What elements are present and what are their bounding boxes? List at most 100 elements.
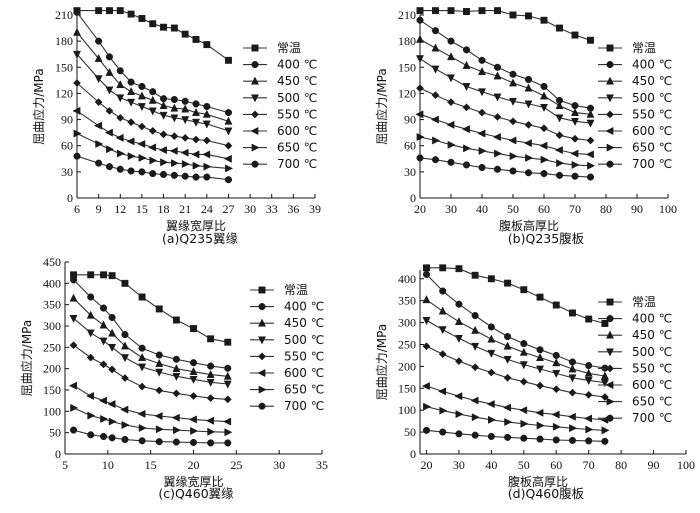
legend-label: 650 ℃ (277, 141, 317, 155)
legend-label: 700 ℃ (284, 399, 324, 413)
data-point (463, 144, 472, 153)
data-point (155, 305, 163, 313)
data-point (555, 131, 564, 140)
data-point (159, 100, 168, 109)
data-point (181, 104, 190, 113)
data-point (137, 409, 146, 418)
series-line (73, 274, 228, 343)
data-point (447, 37, 455, 45)
data-point (207, 362, 215, 370)
series-1 (73, 7, 232, 64)
y-tick-label: 100 (43, 404, 61, 418)
data-point (519, 361, 528, 370)
data-point (138, 437, 146, 445)
data-point (138, 153, 147, 162)
data-point (462, 60, 471, 69)
data-point (520, 340, 528, 348)
legend-entry: 常温 (250, 283, 308, 297)
data-point (203, 102, 211, 111)
data-point (69, 293, 78, 302)
data-point (95, 7, 103, 15)
legend-entry: 550 ℃ (598, 361, 672, 375)
series-1 (416, 7, 594, 44)
data-point (138, 15, 146, 22)
data-point (137, 122, 146, 131)
data-point (508, 136, 517, 145)
data-point (523, 139, 532, 148)
data-point (601, 426, 610, 435)
y-tick-label: 0 (55, 447, 61, 461)
series-8 (73, 152, 233, 184)
series-line (419, 157, 591, 178)
data-point (98, 396, 107, 405)
series-6 (415, 110, 594, 159)
series-6 (72, 106, 232, 163)
data-point (536, 435, 544, 443)
x-tick-label: 20 (414, 202, 426, 216)
data-point (447, 140, 456, 149)
y-tick-label: 400 (43, 276, 61, 290)
legend-marker (605, 94, 615, 103)
data-point (416, 154, 424, 162)
data-point (86, 310, 95, 319)
legend-marker (251, 44, 259, 52)
data-point (99, 360, 108, 369)
data-point (540, 124, 548, 133)
data-point (154, 412, 163, 421)
data-point (471, 431, 479, 439)
data-point (224, 338, 232, 346)
data-point (207, 427, 216, 436)
data-point (536, 293, 544, 301)
data-point (552, 351, 560, 359)
data-point (116, 113, 125, 122)
y-tick-label: 60 (61, 139, 73, 153)
legend-label: 550 ℃ (632, 107, 672, 121)
series-line (426, 274, 605, 369)
data-point (72, 50, 82, 59)
data-point (203, 162, 212, 171)
data-point (189, 359, 198, 367)
data-point (127, 10, 135, 18)
data-point (585, 437, 593, 445)
data-point (68, 381, 77, 390)
data-point (587, 161, 596, 170)
data-point (601, 437, 609, 445)
data-point (487, 368, 496, 377)
y-tick-label: 100 (398, 403, 416, 417)
data-point (93, 121, 102, 130)
chart-panel-3: 5 10 15 20 25 30 35050100150200250300350400450… (19, 255, 328, 501)
data-point (104, 128, 113, 137)
data-point (519, 377, 528, 386)
series-4 (422, 317, 609, 388)
x-tick-label: 50 (518, 458, 530, 472)
legend-entry: 600 ℃ (243, 124, 317, 138)
data-point (455, 265, 463, 273)
panel-caption: (b)Q235腹板 (508, 231, 585, 246)
series-line (419, 58, 591, 124)
data-point (224, 176, 233, 184)
y-tick-label: 150 (55, 60, 73, 74)
data-point (536, 381, 544, 390)
data-point (170, 24, 178, 32)
y-axis-label: 屈曲应力/MPa (374, 68, 389, 144)
data-point (509, 70, 517, 78)
legend-entry: 600 ℃ (598, 124, 672, 138)
y-tick-label: 30 (61, 165, 73, 179)
x-tick-label: 50 (507, 202, 519, 216)
data-point (116, 67, 124, 75)
legend-entry: 500 ℃ (598, 91, 672, 105)
y-tick-label: 350 (398, 294, 416, 308)
data-point (432, 7, 439, 15)
data-point (73, 8, 81, 16)
data-point (536, 421, 545, 430)
x-tick-label: 30 (445, 202, 457, 216)
data-point (571, 134, 579, 143)
data-point (519, 406, 528, 415)
series-4 (72, 50, 233, 136)
data-point (105, 86, 114, 95)
data-point (172, 316, 180, 324)
series-8 (416, 154, 595, 181)
data-point (447, 7, 455, 15)
x-tick-label: 80 (615, 458, 627, 472)
legend-label: 400 ℃ (632, 58, 672, 72)
